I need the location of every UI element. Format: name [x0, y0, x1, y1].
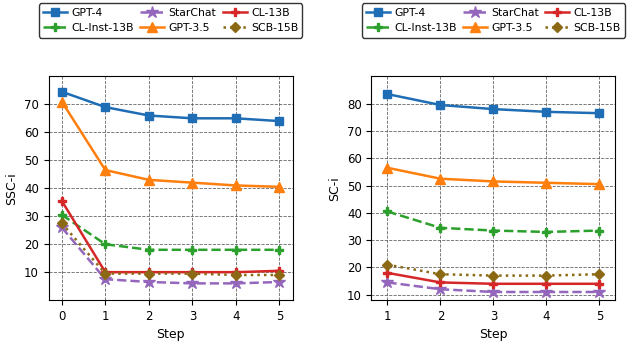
Y-axis label: SSC-i: SSC-i [6, 172, 19, 205]
Y-axis label: SC-i: SC-i [328, 176, 341, 201]
X-axis label: Step: Step [479, 329, 508, 341]
X-axis label: Step: Step [156, 329, 185, 341]
Legend: GPT-4, CL-Inst-13B, StarChat, GPT-3.5, CL-13B, SCB-15B: GPT-4, CL-Inst-13B, StarChat, GPT-3.5, C… [39, 3, 303, 37]
Legend: GPT-4, CL-Inst-13B, StarChat, GPT-3.5, CL-13B, SCB-15B: GPT-4, CL-Inst-13B, StarChat, GPT-3.5, C… [362, 3, 625, 37]
